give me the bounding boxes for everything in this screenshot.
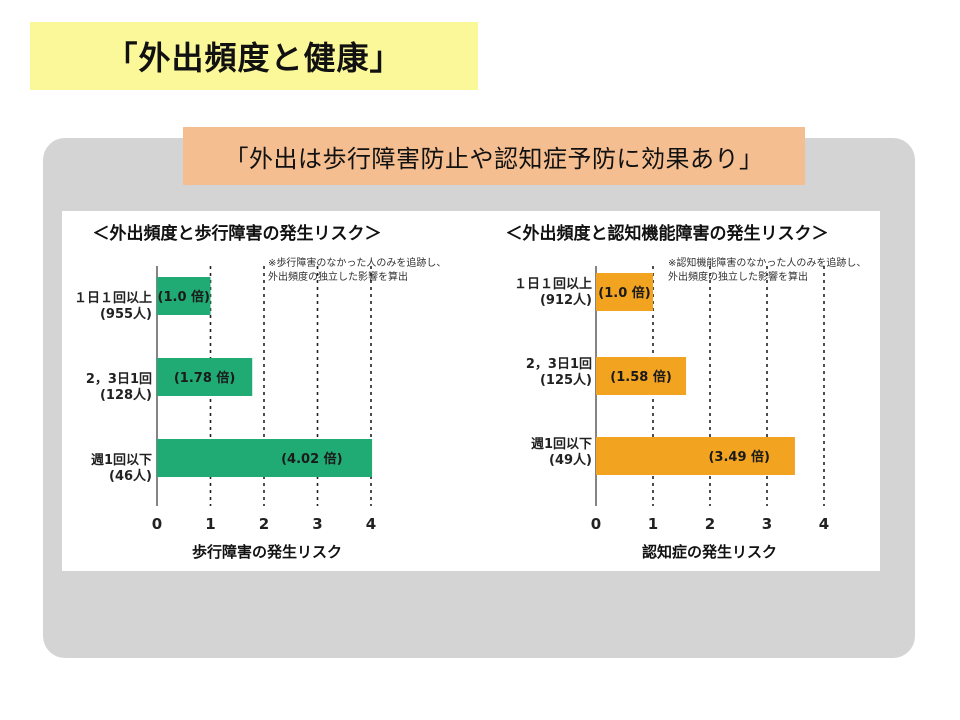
category-label: 2，3日1回 (125人) (525, 357, 592, 388)
x-tick-label: 3 (312, 515, 322, 533)
bar-value-label: (4.02 倍) (281, 451, 342, 467)
x-tick-label: 1 (648, 515, 658, 533)
x-tick-label: 0 (591, 515, 601, 533)
x-tick-label: 4 (819, 515, 829, 533)
bar-chart-svg: (1.0 倍) (1.58 倍) (3.49 倍) 0 1 2 3 4 (591, 266, 829, 533)
x-tick-label: 2 (705, 515, 715, 533)
category-label: 週1回以下 (46人) (90, 453, 152, 484)
bar (596, 273, 653, 311)
bar-value-label: (1.0 倍) (158, 289, 210, 305)
category-label: 2，3日1回 (128人) (85, 372, 152, 403)
chart-note: ※歩行障害のなかった人のみを追跡し、 外出頻度の独立した影響を算出 (268, 258, 447, 283)
category-label: 週1回以下 (49人) (530, 437, 592, 468)
bar (157, 439, 373, 477)
chart-note: ※認知機能障害のなかった人のみを追跡し、 外出頻度の独立した影響を算出 (668, 258, 867, 283)
x-axis-label: 認知症の発生リスク (642, 543, 778, 561)
page-title: 「外出頻度と健康」 (30, 22, 478, 90)
x-tick-label: 4 (366, 515, 376, 533)
bar-value-label: (1.78 倍) (174, 370, 235, 386)
chart-title: ＜外出頻度と認知機能障害の発生リスク＞ (505, 224, 829, 244)
chart-title: ＜外出頻度と歩行障害の発生リスク＞ (92, 224, 382, 244)
bar-value-label: (1.0 倍) (598, 285, 650, 301)
bar (596, 357, 687, 395)
subtitle-banner: 「外出は歩行障害防止や認知症予防に効果あり」 (183, 127, 805, 185)
bar (157, 358, 253, 396)
x-tick-label: 0 (152, 515, 162, 533)
x-axis-label: 歩行障害の発生リスク (192, 543, 343, 561)
x-tick-label: 3 (762, 515, 772, 533)
category-label: １日１回以上 (955人) (73, 291, 152, 322)
bar-chart-svg: (1.0 倍) (1.78 倍) (4.02 倍) 0 1 2 3 4 (152, 266, 376, 533)
x-tick-label: 1 (205, 515, 215, 533)
bar (596, 437, 795, 475)
x-tick-label: 2 (259, 515, 269, 533)
bar-value-label: (3.49 倍) (708, 449, 769, 465)
cognitive-risk-chart: ＜外出頻度と認知機能障害の発生リスク＞ ※認知機能障害のなかった人のみを追跡し、… (502, 211, 880, 571)
bar-value-label: (1.58 倍) (610, 369, 671, 385)
bar (157, 277, 211, 315)
charts-area: ＜外出頻度と歩行障害の発生リスク＞ ※歩行障害のなかった人のみを追跡し、 外出頻… (62, 211, 880, 571)
walking-risk-chart: ＜外出頻度と歩行障害の発生リスク＞ ※歩行障害のなかった人のみを追跡し、 外出頻… (62, 211, 462, 571)
category-label: １日１回以上 (912人) (513, 277, 592, 308)
